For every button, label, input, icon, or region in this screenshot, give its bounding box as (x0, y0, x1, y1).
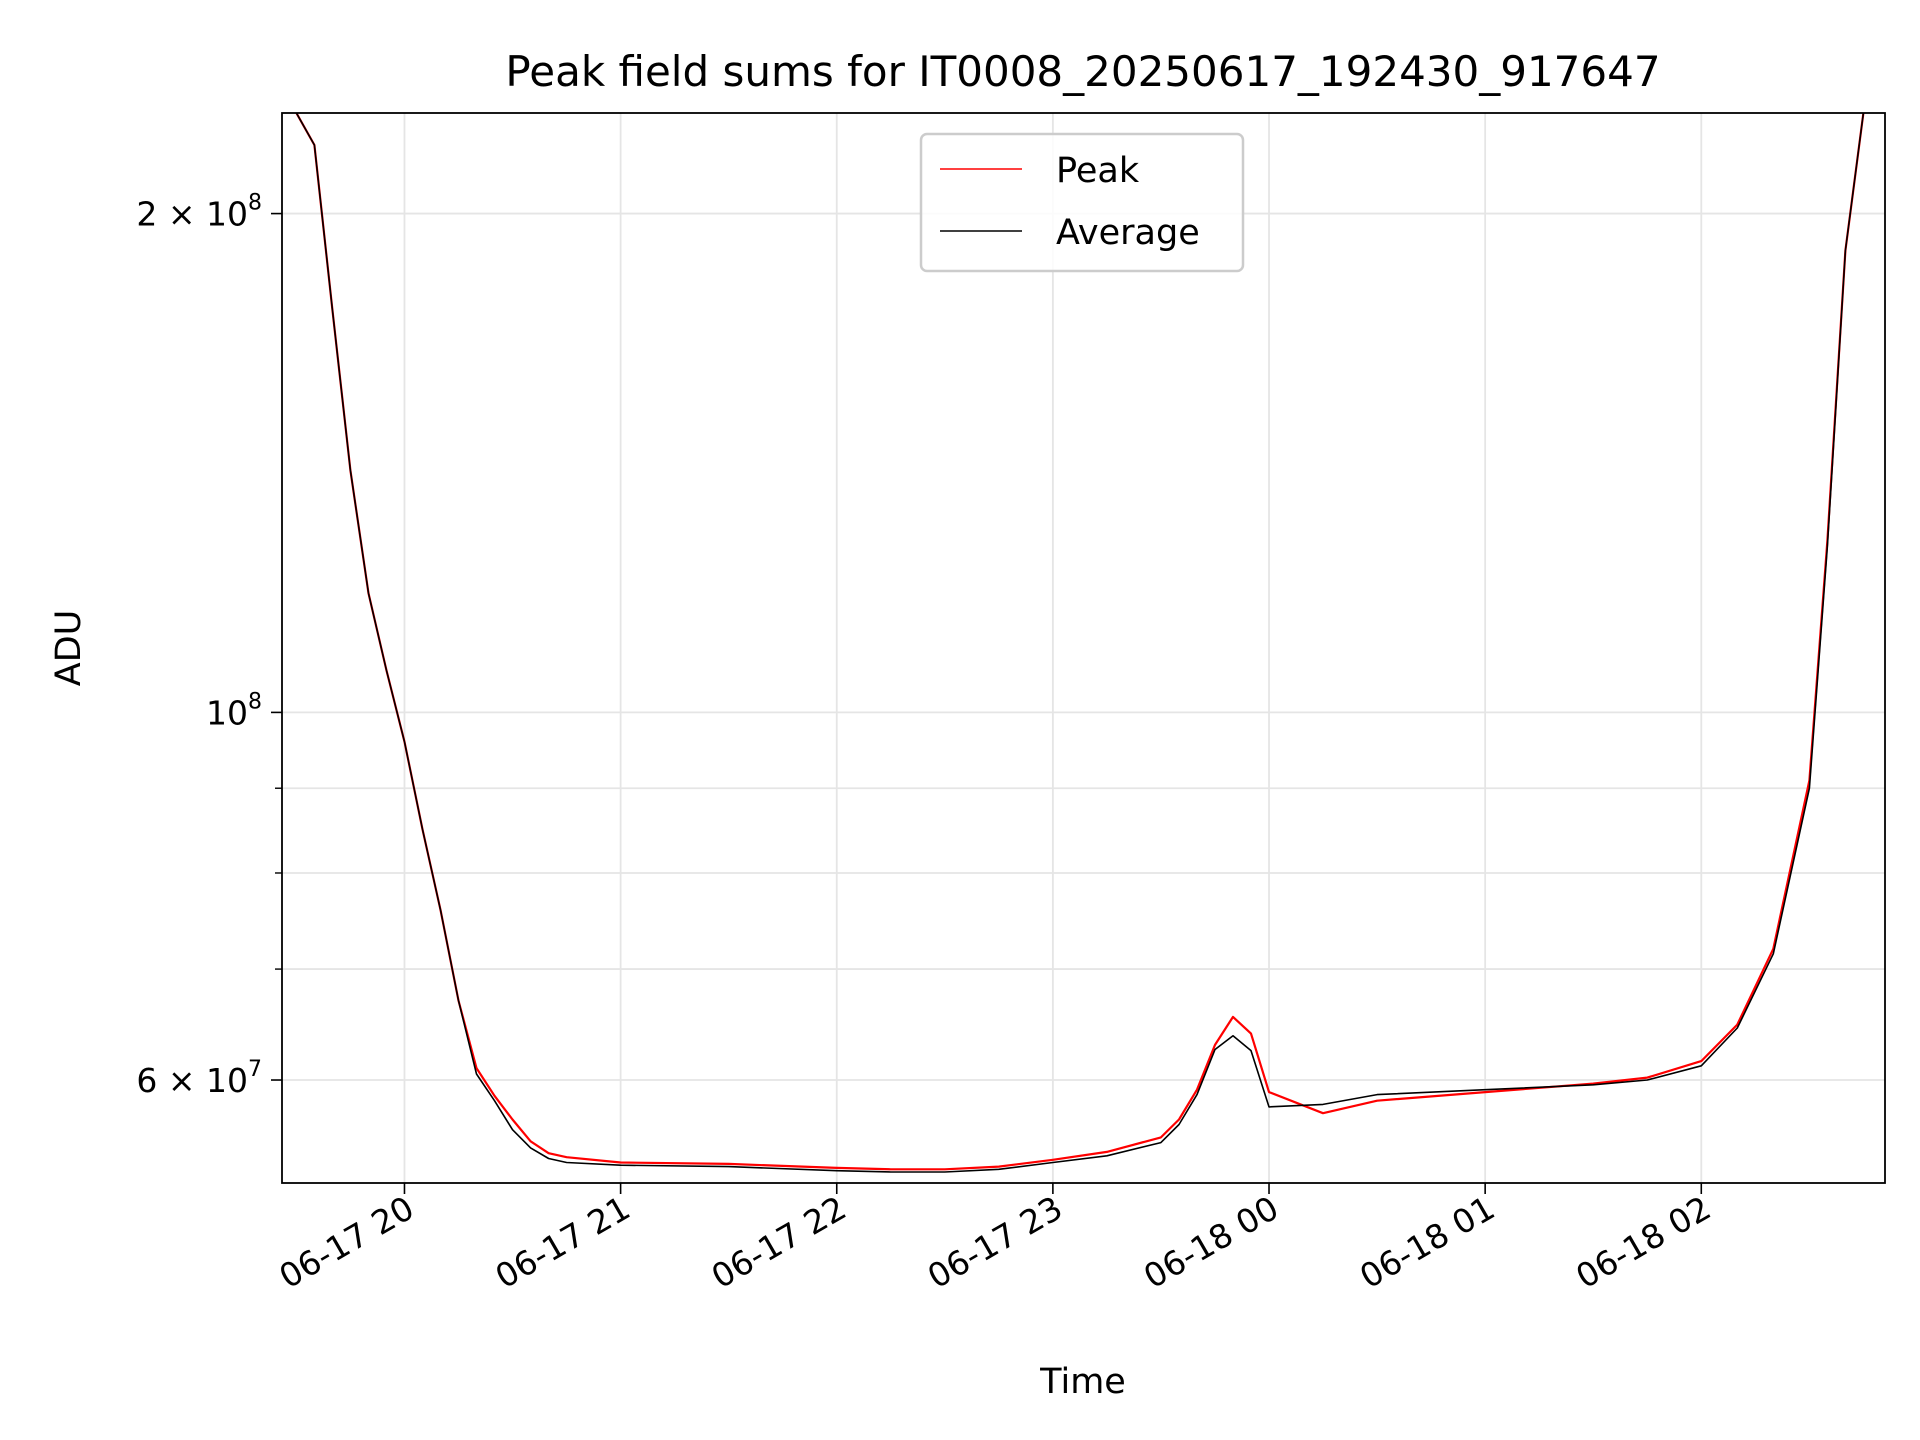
series-line-average (295, 113, 1865, 1173)
y-axis-ticks: 2 × 108 108 6 × 107 (136, 191, 282, 1100)
legend-label-peak: Peak (1056, 151, 1140, 191)
series-lines (295, 113, 1865, 1173)
x-axis-ticks: 06-17 20 06-17 21 06-17 22 06-17 23 06-18 00… (272, 1183, 1717, 1296)
x-tick-label: 06-17 23 (921, 1188, 1069, 1296)
x-tick-label: 06-17 22 (705, 1188, 853, 1296)
x-tick-label: 06-17 20 (272, 1188, 420, 1296)
y-tick-label: 2 × 108 (136, 191, 262, 234)
plot-frame (281, 112, 1886, 1184)
x-tick-label: 06-18 02 (1569, 1188, 1717, 1296)
x-axis-label: Time (1039, 1362, 1126, 1402)
legend-label-average: Average (1056, 213, 1200, 253)
legend: Peak Average (919, 132, 1245, 273)
y-tick-label: 108 (206, 689, 262, 732)
y-tick-label: 6 × 107 (136, 1057, 262, 1100)
x-tick-label: 06-17 21 (489, 1188, 637, 1296)
x-tick-label: 06-18 01 (1353, 1188, 1501, 1296)
chart-title: Peak field sums for IT0008_20250617_1924… (505, 47, 1660, 96)
y-axis-label: ADU (49, 610, 89, 687)
grid-lines (282, 113, 1885, 1183)
x-tick-label: 06-18 00 (1137, 1188, 1285, 1296)
